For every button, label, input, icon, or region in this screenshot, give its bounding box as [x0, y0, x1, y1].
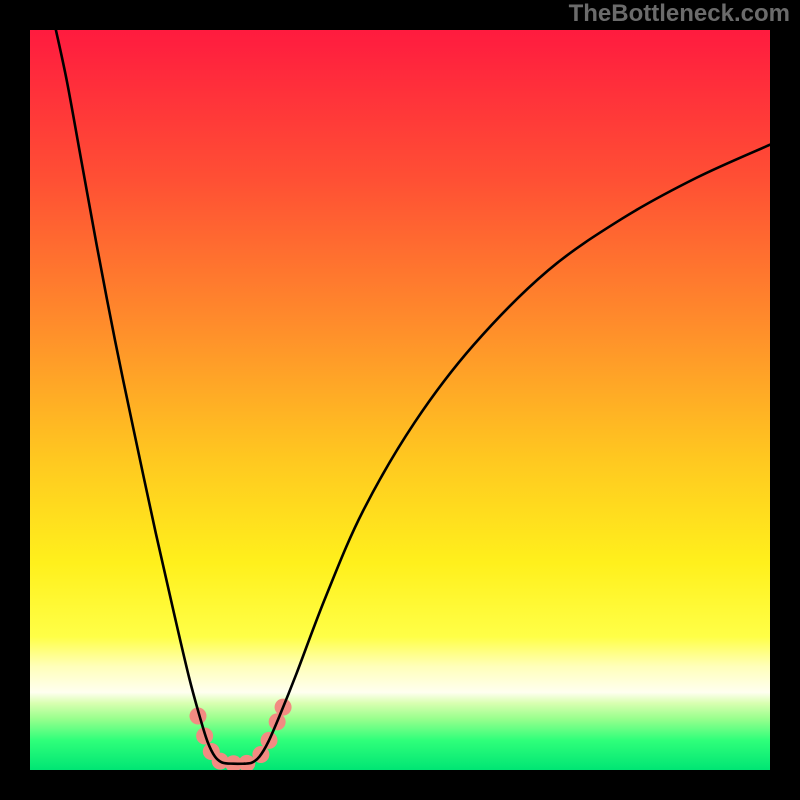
watermark-text: TheBottleneck.com [569, 0, 790, 28]
curve-layer [30, 30, 770, 770]
right-curve [245, 145, 770, 764]
plot-area [30, 30, 770, 770]
outer-frame: TheBottleneck.com [0, 0, 800, 800]
left-curve [56, 30, 245, 764]
